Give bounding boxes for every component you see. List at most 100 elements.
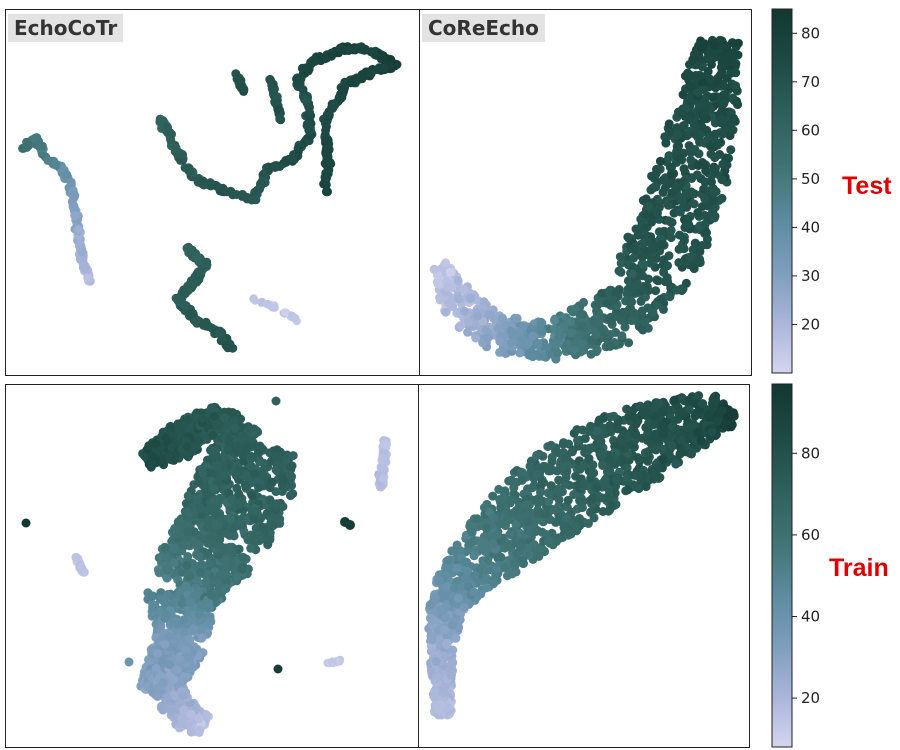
test-echocotr-point bbox=[360, 45, 370, 55]
train-echocotr-point bbox=[378, 453, 388, 463]
test-coreecho-point bbox=[678, 109, 688, 119]
train-echocotr-point bbox=[205, 558, 215, 568]
train-echocotr-point bbox=[227, 494, 236, 504]
test-coreecho-point bbox=[609, 295, 619, 305]
test-coreecho-point bbox=[732, 98, 742, 108]
train-echocotr-point bbox=[265, 483, 275, 493]
test-coreecho-point bbox=[597, 288, 607, 298]
train-echocotr-point bbox=[183, 415, 193, 425]
test-coreecho-point bbox=[471, 333, 481, 343]
test-coreecho-point bbox=[495, 336, 505, 346]
test-echocotr-point bbox=[180, 301, 190, 311]
test-coreecho-point bbox=[700, 177, 710, 187]
test-echocotr-point bbox=[322, 114, 332, 124]
train-echocotr-point bbox=[170, 691, 179, 701]
test-echocotr-point bbox=[379, 63, 389, 73]
test-coreecho-point bbox=[659, 226, 669, 236]
test-coreecho-point bbox=[506, 338, 516, 348]
train-echocotr-point bbox=[225, 513, 235, 523]
test-echocotr-point bbox=[213, 182, 223, 192]
test-coreecho-point bbox=[707, 177, 716, 187]
test-echocotr-point bbox=[179, 286, 189, 296]
test-coreecho-point bbox=[731, 81, 741, 91]
test-coreecho-point bbox=[674, 154, 684, 164]
train-echocotr-point bbox=[378, 464, 388, 474]
test-coreecho-point bbox=[627, 269, 637, 279]
test-coreecho-point bbox=[636, 286, 646, 296]
test-coreecho-point bbox=[702, 228, 711, 238]
train-echocotr-point bbox=[235, 516, 245, 526]
train-echocotr-point bbox=[213, 461, 223, 471]
test-coreecho-point bbox=[726, 145, 736, 155]
train-echocotr-point bbox=[221, 562, 231, 572]
test-coreecho-point bbox=[731, 68, 741, 78]
train-echocotr-point bbox=[254, 483, 264, 493]
test-coreecho-point bbox=[590, 318, 600, 328]
train-echocotr-point bbox=[197, 633, 207, 643]
test-coreecho-point bbox=[715, 70, 725, 80]
test-coreecho-point bbox=[627, 316, 637, 326]
test-coreecho-point bbox=[710, 211, 720, 221]
test-coreecho-point bbox=[579, 297, 589, 307]
train-echocotr-point bbox=[271, 465, 281, 475]
test-coreecho-point bbox=[433, 279, 443, 289]
train-echocotr-point bbox=[144, 441, 154, 451]
train-echocotr-point bbox=[185, 635, 195, 645]
train-echocotr-point bbox=[194, 714, 204, 724]
train-echocotr-point bbox=[198, 414, 208, 423]
test-coreecho-point bbox=[571, 304, 581, 314]
test-coreecho-point bbox=[687, 174, 697, 183]
train-echocotr-point bbox=[234, 499, 244, 509]
test-echocotr-point bbox=[62, 170, 72, 180]
test-echocotr-point bbox=[275, 114, 285, 123]
train-echocotr-point bbox=[265, 495, 275, 505]
test-coreecho-point bbox=[675, 207, 685, 217]
test-coreecho-point bbox=[464, 318, 474, 327]
test-coreecho-point bbox=[506, 326, 516, 336]
train-echocotr-point bbox=[148, 600, 158, 609]
test-coreecho-point bbox=[629, 308, 639, 318]
test-coreecho-point bbox=[647, 171, 657, 181]
test-coreecho-point bbox=[554, 325, 564, 335]
train-echocotr-point bbox=[173, 619, 183, 629]
train-echocotr-point bbox=[271, 499, 281, 509]
test-echocotr-point bbox=[270, 162, 280, 172]
train-echocotr-point bbox=[147, 460, 157, 469]
test-coreecho-point bbox=[533, 340, 543, 350]
test-coreecho-point bbox=[490, 314, 500, 324]
test-coreecho-point bbox=[693, 88, 703, 98]
test-coreecho-point bbox=[473, 311, 482, 321]
test-coreecho-point bbox=[550, 315, 559, 325]
test-echocotr-point bbox=[368, 48, 378, 58]
test-echocotr-point bbox=[68, 189, 78, 199]
test-echocotr-point bbox=[326, 51, 336, 61]
test-coreecho-point bbox=[435, 295, 445, 305]
test-coreecho-point bbox=[672, 123, 682, 133]
train-echocotr-point bbox=[206, 503, 216, 513]
test-coreecho-point bbox=[664, 216, 674, 226]
test-coreecho-point bbox=[729, 113, 739, 123]
train-echocotr-point bbox=[265, 535, 275, 545]
test-echocotr-point bbox=[215, 328, 225, 338]
train-echocotr-point bbox=[240, 442, 250, 452]
test-echocotr-point bbox=[280, 308, 289, 317]
test-coreecho-point bbox=[615, 252, 625, 262]
test-coreecho-point bbox=[678, 242, 688, 252]
test-coreecho-point bbox=[680, 71, 690, 81]
test-echocotr-point bbox=[178, 150, 187, 159]
test-coreecho-point bbox=[663, 200, 673, 210]
panel-test-coreecho: CoReEcho bbox=[419, 9, 752, 376]
test-echocotr-point bbox=[259, 169, 269, 179]
test-echocotr-point bbox=[305, 125, 315, 135]
train-echocotr-point bbox=[286, 462, 296, 472]
test-coreecho-point bbox=[689, 264, 699, 274]
test-coreecho-point bbox=[690, 238, 700, 248]
scatter-test-echocotr bbox=[18, 42, 402, 353]
test-echocotr-point bbox=[74, 225, 84, 235]
test-coreecho-point bbox=[528, 331, 538, 341]
test-coreecho-point bbox=[710, 153, 720, 163]
test-coreecho-point bbox=[637, 306, 647, 316]
test-echocotr-point bbox=[264, 162, 273, 172]
test-echocotr-point bbox=[270, 303, 279, 312]
test-coreecho-point bbox=[515, 348, 525, 358]
